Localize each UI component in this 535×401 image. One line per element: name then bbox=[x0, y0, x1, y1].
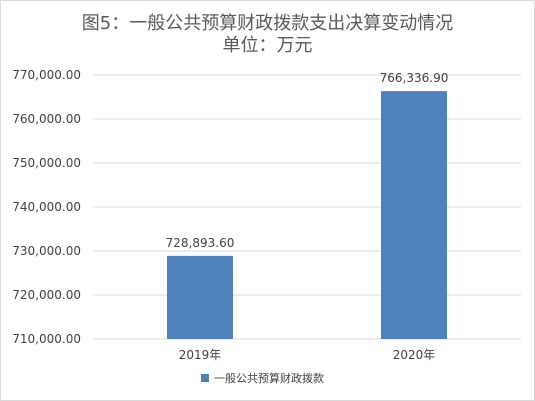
y-tick-label: 710,000.00 bbox=[12, 332, 81, 346]
gridlines bbox=[93, 74, 521, 340]
y-axis-tick-labels: 710,000.00 720,000.00 730,000.00 740,000.00… bbox=[12, 68, 81, 346]
x-axis-tick-labels: 2019年 2020年 bbox=[179, 348, 436, 362]
y-tick-label: 750,000.00 bbox=[12, 156, 81, 170]
chart-subtitle: 单位：万元 bbox=[222, 35, 313, 56]
bar-value-label: 728,893.60 bbox=[166, 236, 235, 250]
data-labels: 728,893.60 766,336.90 bbox=[166, 71, 449, 250]
y-tick-label: 740,000.00 bbox=[12, 200, 81, 214]
bar bbox=[381, 91, 447, 339]
legend: 一般公共预算财政拨款 bbox=[201, 371, 324, 385]
legend-label: 一般公共预算财政拨款 bbox=[214, 371, 324, 385]
y-tick-label: 770,000.00 bbox=[12, 68, 81, 82]
bar-value-label: 766,336.90 bbox=[380, 71, 449, 85]
y-tick-label: 720,000.00 bbox=[12, 288, 81, 302]
y-tick-label: 730,000.00 bbox=[12, 244, 81, 258]
y-tick-label: 760,000.00 bbox=[12, 112, 81, 126]
x-tick-label: 2019年 bbox=[179, 348, 222, 362]
x-tick-label: 2020年 bbox=[393, 348, 436, 362]
chart-title: 图5：一般公共预算财政拨款支出决算变动情况 bbox=[81, 13, 454, 34]
bars bbox=[167, 91, 447, 339]
bar bbox=[167, 255, 233, 339]
legend-swatch bbox=[201, 374, 209, 382]
